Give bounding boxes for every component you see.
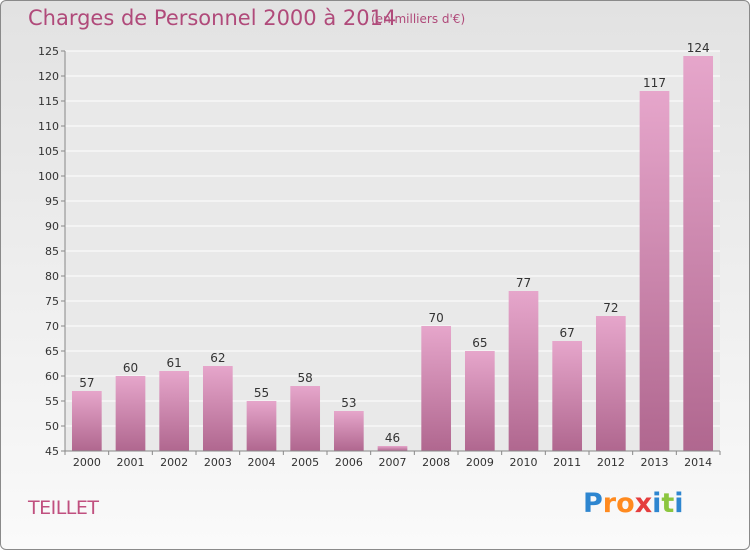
data-label: 46	[385, 431, 400, 445]
y-tick-label: 50	[45, 420, 59, 433]
y-tick-label: 85	[45, 245, 59, 258]
data-label: 55	[254, 386, 269, 400]
bar	[421, 326, 452, 451]
logo-letter: P	[583, 488, 603, 519]
y-tick-label: 55	[45, 395, 59, 408]
y-tick-label: 45	[45, 445, 59, 458]
logo-letter: o	[616, 488, 635, 519]
logo-letter: i	[674, 488, 684, 519]
bars	[71, 56, 714, 451]
y-tick-label: 90	[45, 220, 59, 233]
x-tick-label: 2011	[553, 456, 581, 469]
data-label: 117	[643, 76, 666, 90]
data-label: 70	[429, 311, 444, 325]
x-tick-label: 2000	[73, 456, 101, 469]
bar	[595, 316, 626, 451]
logo-letter: i	[652, 488, 662, 519]
bar	[377, 446, 408, 451]
bar	[552, 341, 583, 451]
x-tick-label: 2004	[248, 456, 276, 469]
data-label: 53	[341, 396, 356, 410]
x-tick-label: 2005	[291, 456, 319, 469]
bar	[639, 91, 670, 451]
x-tick-label: 2002	[160, 456, 188, 469]
logo-letter: t	[661, 488, 675, 519]
chart-title: Charges de Personnel 2000 à 2014	[28, 6, 397, 30]
x-tick-label: 2003	[204, 456, 232, 469]
commune-name: TEILLET	[28, 497, 99, 519]
bar	[333, 411, 364, 451]
y-tick-label: 110	[38, 120, 59, 133]
x-axis: 2000 2001 2002 2003 2004 2005 2006 2007 2008 2009…	[64, 450, 721, 469]
y-axis: 45 50 55 60 65 70 75 80 85 90 95 100 105 110 115 120 125	[38, 45, 66, 458]
bar	[464, 351, 495, 451]
x-tick-label: 2010	[510, 456, 538, 469]
data-labels: 57 60 61 62 55 58 53 46 70 65 77 67 72 117 124	[79, 41, 709, 445]
y-tick-label: 60	[45, 370, 59, 383]
x-tick-label: 2007	[379, 456, 407, 469]
bar	[246, 401, 277, 451]
x-tick-label: 2009	[466, 456, 494, 469]
y-tick-label: 115	[38, 95, 59, 108]
x-tick-label: 2013	[641, 456, 669, 469]
data-label: 60	[123, 361, 138, 375]
x-tick-label: 2006	[335, 456, 363, 469]
y-tick-label: 105	[38, 145, 59, 158]
chart-subtitle: (en milliers d'€)	[371, 12, 466, 26]
logo-letter: x	[634, 488, 653, 519]
y-tick-label: 65	[45, 345, 59, 358]
bar	[159, 371, 190, 451]
data-label: 65	[472, 336, 487, 350]
data-label: 61	[167, 356, 182, 370]
data-label: 62	[210, 351, 225, 365]
bar	[290, 386, 321, 451]
x-tick-label: 2012	[597, 456, 625, 469]
logo-letter: r	[602, 488, 617, 519]
y-tick-label: 75	[45, 295, 59, 308]
bar	[202, 366, 233, 451]
x-tick-label: 2001	[117, 456, 145, 469]
y-tick-label: 70	[45, 320, 59, 333]
x-tick-label: 2008	[422, 456, 450, 469]
y-tick-label: 95	[45, 195, 59, 208]
y-tick-label: 120	[38, 70, 59, 83]
data-label: 57	[79, 376, 94, 390]
bar	[683, 56, 714, 451]
data-label: 58	[298, 371, 313, 385]
x-tick-label: 2014	[684, 456, 712, 469]
data-label: 72	[603, 301, 618, 315]
data-label: 67	[560, 326, 575, 340]
data-label: 77	[516, 276, 531, 290]
bar	[115, 376, 146, 451]
bar	[508, 291, 539, 451]
y-tick-label: 100	[38, 170, 59, 183]
bar	[71, 391, 102, 451]
y-tick-label: 125	[38, 45, 59, 58]
data-label: 124	[687, 41, 710, 55]
y-tick-label: 80	[45, 270, 59, 283]
proxiti-logo[interactable]: Proxiti	[583, 488, 684, 519]
